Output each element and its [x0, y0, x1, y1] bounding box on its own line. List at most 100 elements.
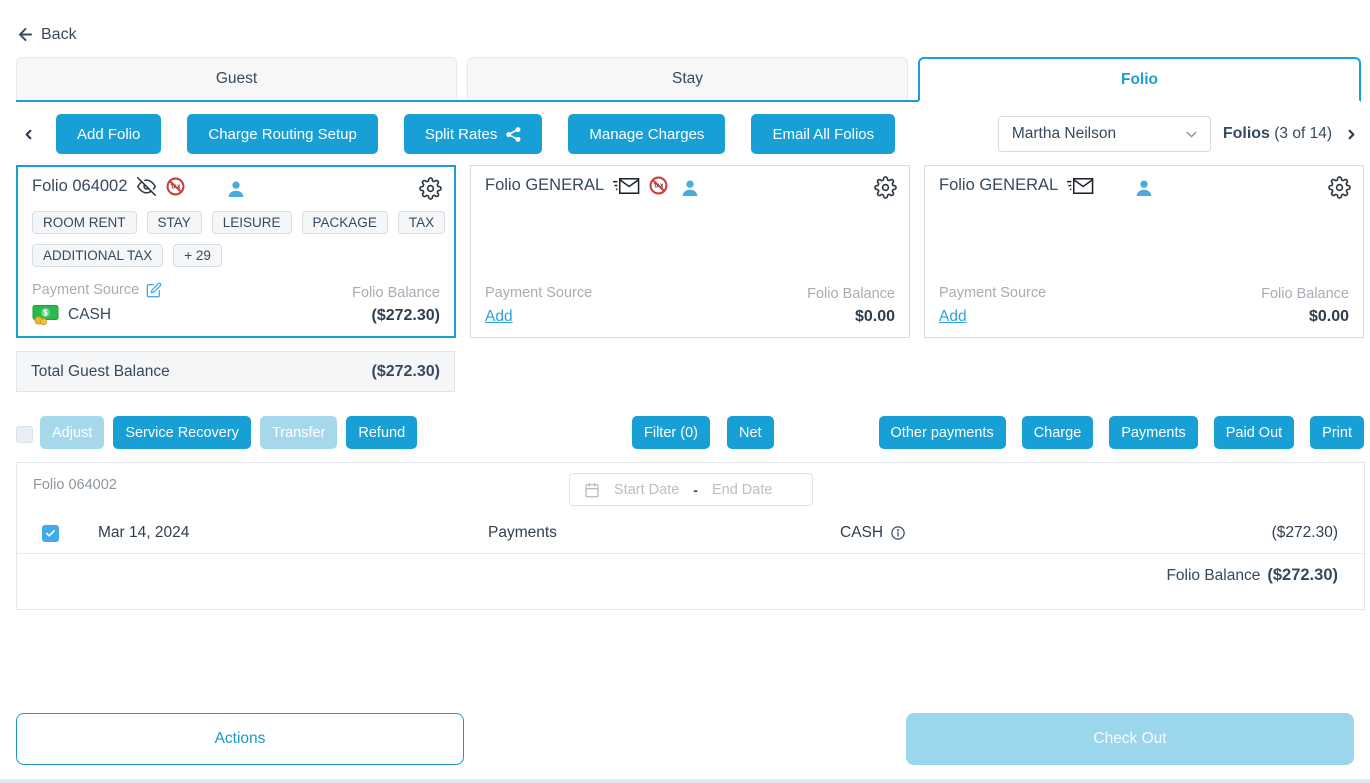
- tab-bar: Guest Stay Folio: [16, 57, 1361, 102]
- person-icon: [1136, 180, 1152, 197]
- folio-balance-label: Folio Balance: [1261, 286, 1349, 302]
- tag-chip: ADDITIONAL TAX: [32, 244, 164, 267]
- chevron-down-icon: [1186, 131, 1197, 137]
- service-recovery-button[interactable]: Service Recovery: [113, 416, 251, 449]
- eye-slash-icon: [137, 177, 157, 196]
- payment-source-label: Payment Source: [939, 285, 1047, 301]
- refund-button[interactable]: Refund: [346, 416, 418, 449]
- calendar-icon: [585, 482, 599, 497]
- transaction-type: Payments: [488, 524, 557, 541]
- tab-guest[interactable]: Guest: [16, 57, 457, 100]
- payment-source-label: Payment Source: [32, 282, 162, 298]
- folio-tags: ROOM RENT STAY LEISURE PACKAGE TAX ADDIT…: [32, 211, 452, 267]
- transaction-actions-left: Adjust Service Recovery Transfer Refund: [40, 416, 418, 449]
- check-out-button[interactable]: Check Out: [906, 713, 1354, 765]
- charge-routing-setup-button[interactable]: Charge Routing Setup: [187, 114, 378, 154]
- cash-icon: $: [32, 305, 59, 325]
- total-guest-balance: Total Guest Balance ($272.30): [16, 351, 455, 392]
- transaction-method: CASH: [840, 524, 1170, 542]
- date-range-separator: -: [693, 481, 698, 498]
- bottom-accent-bar: [0, 779, 1370, 783]
- svg-text:$: $: [43, 308, 48, 317]
- folio-balance-value: $0.00: [854, 308, 895, 325]
- folio-card-064002[interactable]: Folio 064002 TAX ROOM RENT STAY LEISURE …: [16, 165, 456, 338]
- guest-select[interactable]: Martha Neilson: [997, 116, 1211, 152]
- add-payment-source-link[interactable]: Add: [939, 308, 967, 325]
- send-envelope-icon: [1067, 177, 1094, 194]
- table-folio-balance-value: ($272.30): [1267, 566, 1338, 584]
- payment-source-label: Payment Source: [485, 285, 593, 301]
- paid-out-button[interactable]: Paid Out: [1213, 416, 1295, 449]
- split-rates-button[interactable]: Split Rates: [403, 114, 543, 154]
- check-icon: [46, 529, 55, 537]
- transaction-date: Mar 14, 2024: [98, 524, 190, 541]
- send-envelope-icon: [613, 177, 640, 194]
- transactions-table: Folio 064002 Start Date - End Date Mar 1…: [16, 462, 1365, 610]
- filter-button[interactable]: Filter (0): [632, 416, 710, 449]
- folio-card-title: Folio 064002: [32, 177, 128, 195]
- select-all-checkbox[interactable]: [16, 426, 33, 443]
- tag-chip: TAX: [397, 211, 446, 234]
- person-icon: [682, 180, 698, 197]
- folio-balance-label: Folio Balance: [352, 285, 440, 301]
- payment-method: $ CASH: [32, 304, 162, 325]
- gear-icon[interactable]: [419, 177, 442, 200]
- no-tax-icon: TAX: [166, 177, 185, 196]
- payments-button[interactable]: Payments: [1109, 416, 1198, 449]
- date-range-picker[interactable]: Start Date - End Date: [569, 473, 813, 506]
- print-button[interactable]: Print: [1310, 416, 1364, 449]
- tag-chip: PACKAGE: [301, 211, 388, 234]
- add-folio-button[interactable]: Add Folio: [56, 114, 162, 154]
- charge-button[interactable]: Charge: [1021, 416, 1094, 449]
- folio-card-title: Folio GENERAL: [939, 176, 1059, 194]
- table-folio-balance-label: Folio Balance: [1166, 567, 1261, 584]
- folio-cards: Folio 064002 TAX ROOM RENT STAY LEISURE …: [16, 165, 1364, 338]
- table-footer: Folio Balance ($272.30): [1166, 566, 1338, 585]
- adjust-button[interactable]: Adjust: [40, 416, 105, 449]
- transfer-button[interactable]: Transfer: [259, 416, 338, 449]
- email-all-folios-button[interactable]: Email All Folios: [751, 114, 896, 154]
- info-icon[interactable]: [890, 525, 906, 541]
- gear-icon[interactable]: [874, 176, 897, 199]
- tag-chip: ROOM RENT: [32, 211, 137, 234]
- transaction-actions-right: Other payments Charge Payments Paid Out …: [878, 416, 1364, 449]
- back-label: Back: [41, 25, 77, 43]
- other-payments-button[interactable]: Other payments: [878, 416, 1006, 449]
- edit-icon[interactable]: [146, 282, 162, 298]
- add-payment-source-link[interactable]: Add: [485, 308, 513, 325]
- net-button[interactable]: Net: [726, 416, 774, 449]
- tag-chip: STAY: [146, 211, 202, 234]
- tab-stay[interactable]: Stay: [467, 57, 908, 100]
- transaction-actions-center: Filter (0) Net: [632, 416, 774, 449]
- share-icon: [506, 126, 521, 142]
- table-folio-label: Folio 064002: [33, 477, 117, 493]
- actions-button[interactable]: Actions: [16, 713, 464, 765]
- transaction-amount: ($272.30): [1271, 524, 1338, 541]
- folio-balance-label: Folio Balance: [807, 286, 895, 302]
- tab-folio[interactable]: Folio: [918, 57, 1361, 102]
- folio-balance-value: ($272.30): [371, 307, 441, 324]
- more-tags-chip[interactable]: + 29: [173, 244, 222, 267]
- folio-card-general-2[interactable]: Folio GENERAL Payment Source Add Folio B…: [924, 165, 1364, 338]
- folio-card-general-1[interactable]: Folio GENERAL TAX Payment Source Add Fol…: [470, 165, 910, 338]
- toolbar: Add Folio Charge Routing Setup Split Rat…: [56, 114, 896, 154]
- person-icon: [228, 181, 244, 198]
- folio-balance-value: $0.00: [1308, 308, 1349, 325]
- manage-charges-button[interactable]: Manage Charges: [568, 114, 726, 154]
- next-folio-chevron-icon[interactable]: [1344, 126, 1359, 143]
- gear-icon[interactable]: [1328, 176, 1351, 199]
- folios-count: Folios (3 of 14): [1222, 125, 1332, 142]
- prev-folio-chevron-icon[interactable]: [21, 126, 36, 143]
- total-guest-balance-value: ($272.30): [371, 362, 441, 380]
- row-checkbox[interactable]: [42, 524, 59, 542]
- end-date-input[interactable]: End Date: [711, 481, 773, 498]
- start-date-input[interactable]: Start Date: [614, 481, 680, 498]
- tag-chip: LEISURE: [211, 211, 292, 234]
- transaction-row: Mar 14, 2024 Payments CASH ($272.30): [17, 513, 1364, 554]
- back-arrow-icon: [19, 28, 32, 41]
- back-button[interactable]: Back: [16, 25, 77, 44]
- folio-navigation: Martha Neilson Folios (3 of 14): [997, 116, 1359, 152]
- folio-card-title: Folio GENERAL: [485, 176, 605, 194]
- total-guest-balance-label: Total Guest Balance: [31, 362, 170, 380]
